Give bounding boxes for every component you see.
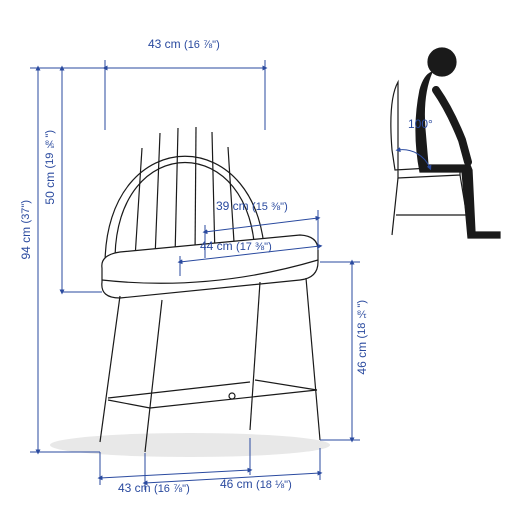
label-seat-depth: 39 cm (15 ⅜") [216,200,288,213]
label-seat-height: 46 cm (18 ⅛") [356,300,369,375]
label-top-width: 43 cm (16 ⅞") [148,38,220,51]
label-angle: 100° [408,118,433,131]
label-base-width: 43 cm (16 ⅞") [118,482,190,495]
label-total-height: 94 cm (37") [20,200,33,260]
label-base-depth: 46 cm (18 ⅛") [220,478,292,491]
dimension-drawing [0,0,510,510]
label-seat-width: 44 cm (17 ⅜") [200,240,272,253]
label-back-height: 50 cm (19 ⅝") [44,130,57,205]
chair-isometric [100,127,320,452]
shadow [50,433,330,457]
side-view [391,48,500,238]
